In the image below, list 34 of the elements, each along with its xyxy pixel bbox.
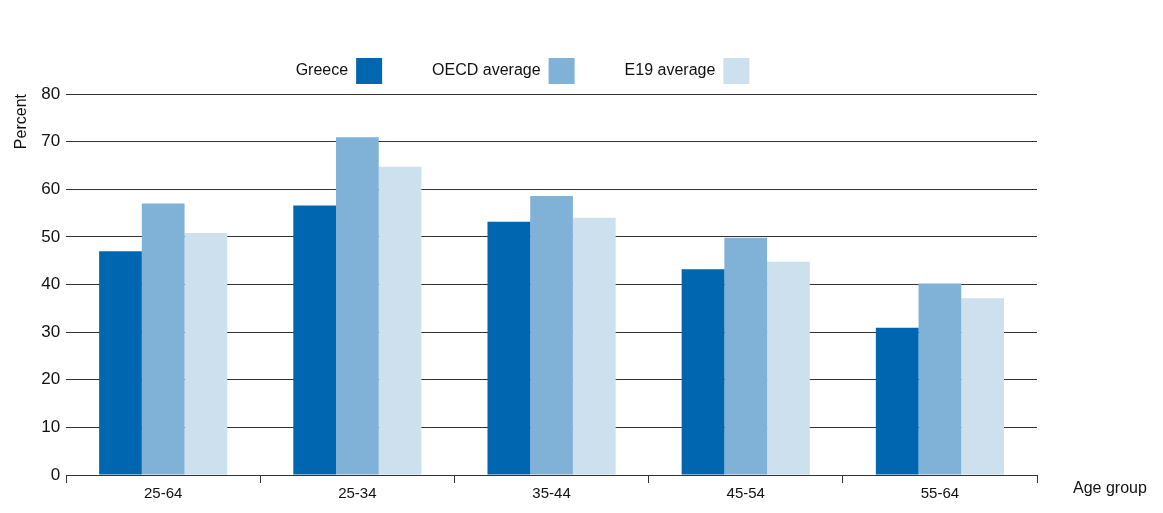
y-tick-label: 30 <box>41 321 61 341</box>
legend-label: OECD average <box>432 61 541 79</box>
bar <box>875 327 919 475</box>
y-tick-label: 20 <box>41 369 61 389</box>
bar <box>487 221 531 475</box>
bar <box>530 195 573 475</box>
bar <box>378 166 422 475</box>
x-tick-label: 45-54 <box>726 484 765 502</box>
y-tick-label: 50 <box>41 226 61 246</box>
bar <box>961 298 1004 475</box>
bar <box>336 137 379 475</box>
x-tick-label: 25-64 <box>144 484 183 502</box>
x-tick-label: 25-34 <box>338 484 377 502</box>
x-tick-label: 35-44 <box>532 484 571 502</box>
bar <box>141 203 185 475</box>
y-tick-label: 80 <box>41 83 61 103</box>
bar <box>918 283 962 475</box>
y-axis-title: Percent <box>12 93 30 150</box>
bar <box>724 237 768 475</box>
y-tick-label: 60 <box>41 178 61 198</box>
bar <box>572 217 616 475</box>
x-axis-title: Age group <box>1073 479 1147 497</box>
bar <box>99 251 142 475</box>
bar <box>681 269 725 475</box>
bar <box>767 261 810 475</box>
bar <box>184 233 228 475</box>
legend-label: Greece <box>295 61 349 79</box>
y-tick-label: 70 <box>41 131 61 151</box>
legend-label: E19 average <box>624 61 716 79</box>
y-tick-label: 40 <box>41 274 61 294</box>
x-tick-label: 55-64 <box>920 484 960 502</box>
bar <box>293 205 337 475</box>
y-tick-label: 10 <box>41 417 61 437</box>
y-tick-label: 0 <box>50 464 61 484</box>
